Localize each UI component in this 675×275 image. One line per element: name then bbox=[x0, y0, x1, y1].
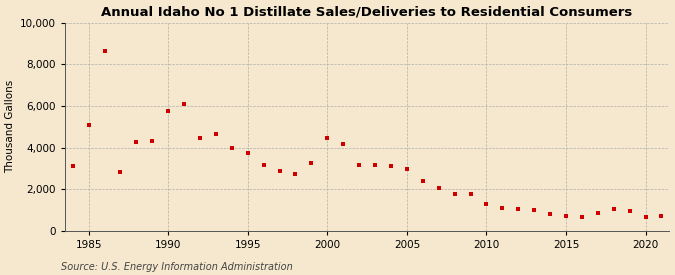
Point bbox=[83, 123, 94, 127]
Point bbox=[529, 208, 539, 213]
Point bbox=[338, 141, 348, 146]
Point bbox=[640, 214, 651, 219]
Point bbox=[608, 207, 619, 211]
Point bbox=[465, 191, 476, 196]
Point bbox=[290, 172, 301, 176]
Point bbox=[194, 136, 205, 141]
Point bbox=[481, 202, 492, 206]
Point bbox=[68, 164, 78, 169]
Point bbox=[163, 109, 173, 113]
Point bbox=[417, 179, 428, 183]
Point bbox=[115, 169, 126, 174]
Point bbox=[354, 163, 364, 168]
Point bbox=[226, 145, 237, 150]
Point bbox=[322, 136, 333, 141]
Point bbox=[561, 213, 572, 218]
Y-axis label: Thousand Gallons: Thousand Gallons bbox=[5, 80, 16, 174]
Point bbox=[450, 191, 460, 196]
Point bbox=[402, 166, 412, 171]
Point bbox=[259, 163, 269, 168]
Point bbox=[131, 140, 142, 145]
Point bbox=[624, 209, 635, 214]
Point bbox=[576, 214, 587, 219]
Point bbox=[370, 163, 381, 168]
Point bbox=[656, 213, 667, 218]
Point bbox=[179, 102, 190, 106]
Point bbox=[545, 212, 556, 217]
Point bbox=[99, 48, 110, 53]
Point bbox=[211, 132, 221, 136]
Point bbox=[593, 211, 603, 216]
Point bbox=[513, 207, 524, 211]
Point bbox=[433, 186, 444, 191]
Point bbox=[306, 161, 317, 166]
Point bbox=[497, 206, 508, 210]
Point bbox=[385, 164, 396, 169]
Title: Annual Idaho No 1 Distillate Sales/Deliveries to Residential Consumers: Annual Idaho No 1 Distillate Sales/Deliv… bbox=[101, 6, 632, 18]
Point bbox=[274, 169, 285, 173]
Point bbox=[147, 139, 158, 144]
Point bbox=[242, 151, 253, 155]
Text: Source: U.S. Energy Information Administration: Source: U.S. Energy Information Administ… bbox=[61, 262, 292, 272]
